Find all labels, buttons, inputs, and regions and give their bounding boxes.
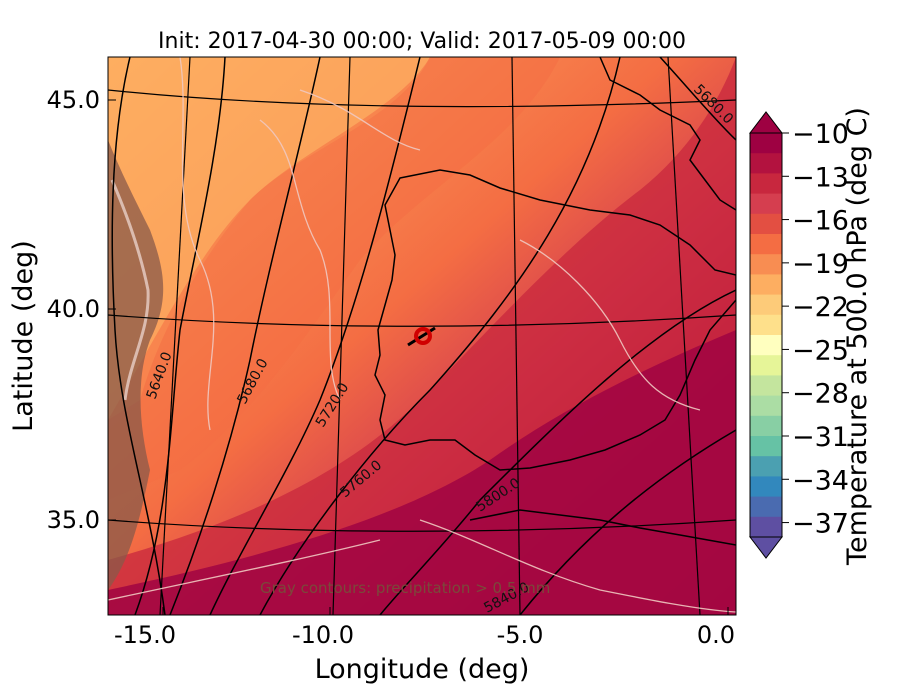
- y-ticks: [108, 99, 116, 521]
- colorbar-segment: [750, 456, 782, 477]
- colorbar-tick-label: −37: [792, 509, 849, 540]
- x-tick-label: -10.0: [292, 621, 354, 649]
- location-marker: [407, 326, 436, 347]
- x-ticks: [162, 607, 729, 615]
- colorbar-ticks: −10 −13 −16 −19 −22 −25 −28 −31 −34 −37: [782, 119, 849, 540]
- x-tick-label: -15.0: [114, 621, 176, 649]
- x-axis-label: Longitude (deg): [315, 654, 530, 685]
- chart-title: Init: 2017-04-30 00:00; Valid: 2017-05-0…: [158, 29, 686, 54]
- temperature-band-darkred: [108, 330, 736, 615]
- colorbar-tick-label: −10: [792, 119, 849, 150]
- colorbar-tick-label: −13: [792, 162, 849, 193]
- colorbar-label: Temperature at 500.0 hPa (deg C): [842, 107, 873, 566]
- precipitation-contours: [108, 57, 736, 613]
- colorbar-tick-label: −34: [792, 465, 849, 496]
- colorbar-segment: [750, 355, 782, 376]
- colorbar-min-extension: [748, 536, 784, 559]
- colorbar-segment: [750, 496, 782, 518]
- plot-frame: [107, 56, 737, 616]
- colorbar: −10 −13 −16 −19 −22 −25 −28 −31 −34 −37: [748, 111, 849, 559]
- colorbar-segment: [750, 274, 782, 296]
- colorbar-segment: [750, 254, 782, 275]
- precipitation-note: Gray contours: precipitation > 0.5 mm: [260, 579, 550, 597]
- colorbar-tick-label: −31: [792, 422, 849, 453]
- colorbar-segment: [750, 335, 782, 356]
- colorbar-segments: [750, 133, 782, 538]
- temperature-band-light: [108, 57, 430, 420]
- geopotential-contours: [111, 57, 736, 615]
- y-axis-label: Latitude (deg): [8, 240, 39, 432]
- colorbar-segment: [750, 193, 782, 215]
- colorbar-tick-label: −22: [792, 292, 849, 323]
- x-tick-label: 0.0: [697, 621, 735, 649]
- precipitation-strip: [108, 140, 164, 590]
- colorbar-segment: [750, 476, 782, 498]
- y-tick-label: 45.0: [47, 86, 100, 114]
- temperature-band-orange: [108, 57, 560, 500]
- colorbar-frame: [749, 132, 783, 538]
- colorbar-segment: [750, 153, 782, 174]
- colorbar-segment: [750, 375, 782, 397]
- colorbar-tick-label: −16: [792, 206, 849, 237]
- coastline-france: [599, 57, 736, 211]
- colorbar-segment: [750, 234, 782, 255]
- colorbar-tick-label: −19: [792, 249, 849, 280]
- colorbar-segment: [750, 516, 782, 538]
- colorbar-tick-label: −28: [792, 379, 849, 410]
- map-panel: 5640.0 5680.0 5720.0 5760.0 5800.0 5840.…: [108, 57, 736, 615]
- y-tick-label: 35.0: [47, 506, 100, 534]
- colorbar-segment: [750, 173, 782, 195]
- colorbar-segment: [750, 436, 782, 457]
- colorbar-segment: [750, 294, 782, 316]
- coastline-africa: [469, 509, 736, 546]
- colorbar-segment: [750, 395, 782, 417]
- colorbar-segment: [750, 213, 782, 235]
- y-tick-label: 40.0: [47, 295, 100, 323]
- colorbar-max-extension: [748, 111, 784, 134]
- colorbar-segment: [750, 314, 782, 336]
- colorbar-segment: [750, 415, 782, 437]
- colorbar-tick-label: −25: [792, 335, 849, 366]
- graticule: [108, 57, 736, 615]
- colorbar-segment: [750, 133, 782, 154]
- coastline-iberia: [374, 169, 736, 471]
- x-tick-label: -5.0: [497, 621, 544, 649]
